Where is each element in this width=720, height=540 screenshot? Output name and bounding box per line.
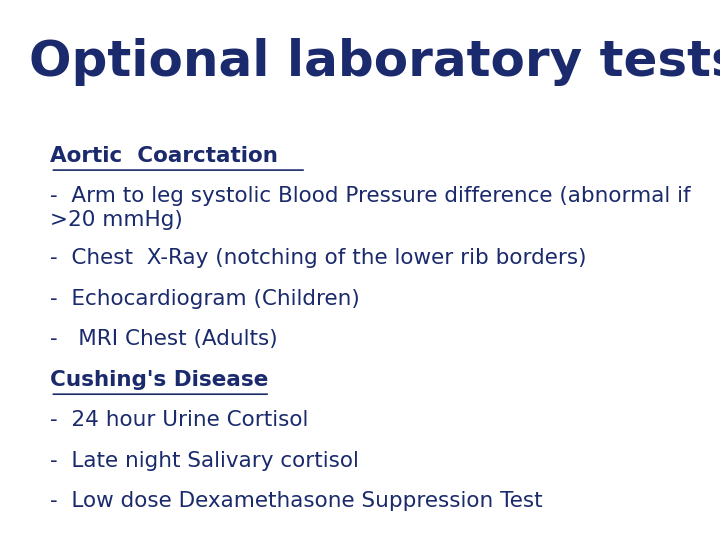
Text: Optional laboratory tests: Optional laboratory tests — [29, 38, 720, 86]
Text: -  24 hour Urine Cortisol: - 24 hour Urine Cortisol — [50, 410, 309, 430]
Text: -  Echocardiogram (Children): - Echocardiogram (Children) — [50, 289, 360, 309]
Text: Aortic  Coarctation: Aortic Coarctation — [50, 146, 278, 166]
Text: -  Low dose Dexamethasone Suppression Test: - Low dose Dexamethasone Suppression Tes… — [50, 491, 543, 511]
Text: Cushing's Disease: Cushing's Disease — [50, 370, 269, 390]
Text: -   MRI Chest (Adults): - MRI Chest (Adults) — [50, 329, 278, 349]
Text: -  Late night Salivary cortisol: - Late night Salivary cortisol — [50, 451, 359, 471]
Text: -  Arm to leg systolic Blood Pressure difference (abnormal if
>20 mmHg): - Arm to leg systolic Blood Pressure dif… — [50, 186, 691, 230]
Text: -  Chest  X-Ray (notching of the lower rib borders): - Chest X-Ray (notching of the lower rib… — [50, 248, 587, 268]
